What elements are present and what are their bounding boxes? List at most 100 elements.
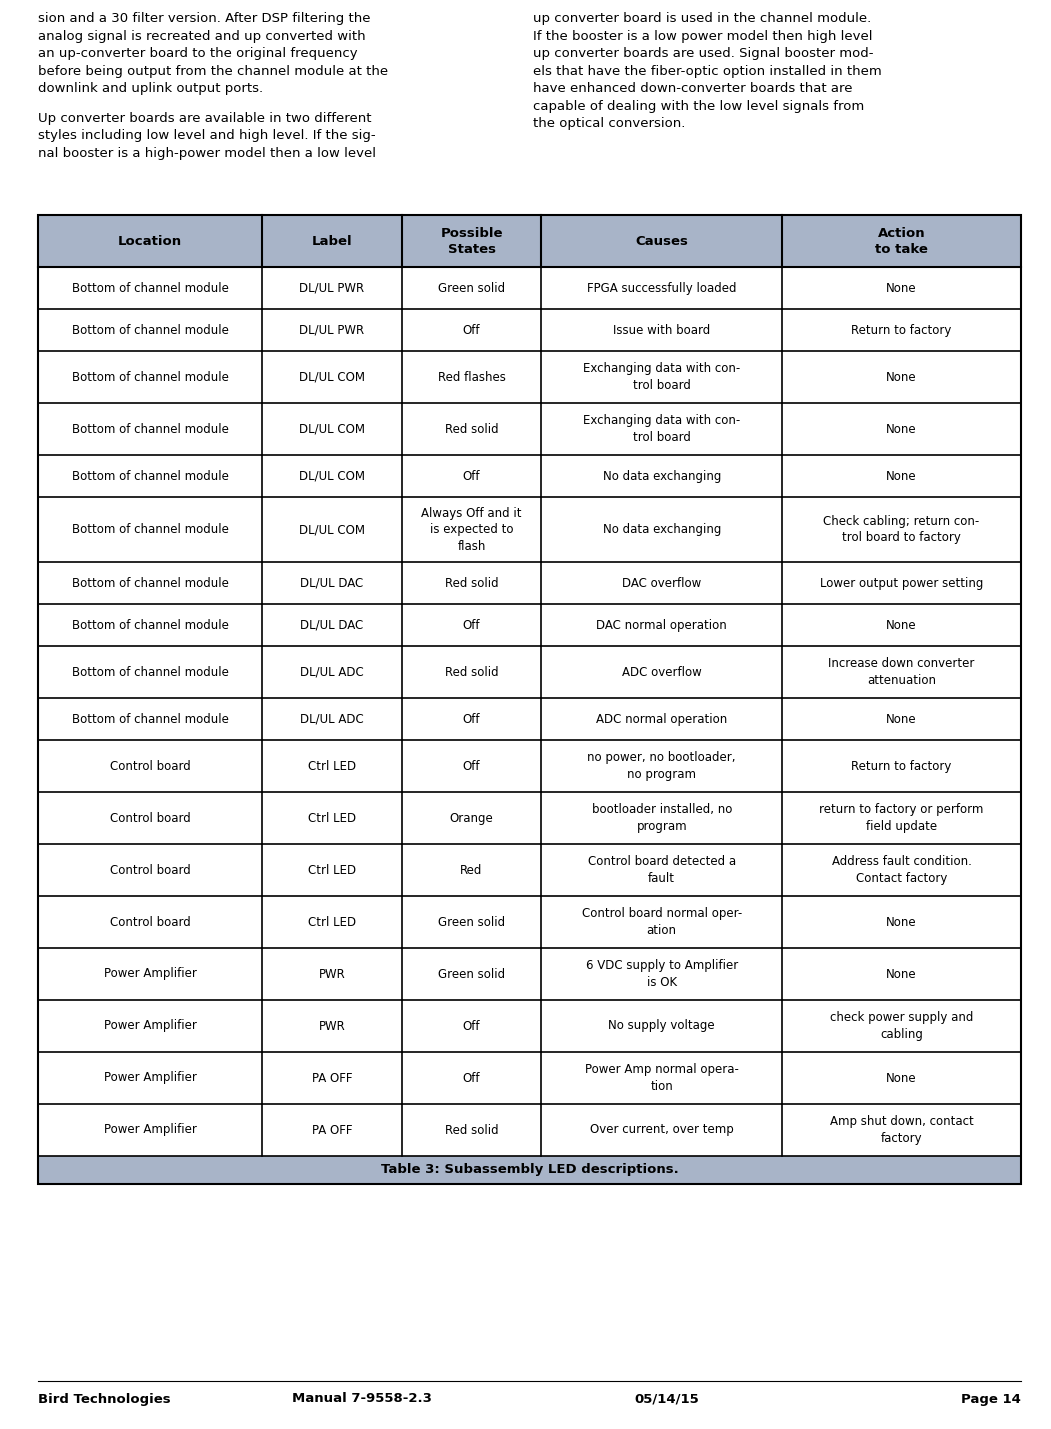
Text: Control board: Control board [109, 916, 190, 929]
Text: Power Amplifier: Power Amplifier [104, 967, 197, 980]
Bar [38, 896, 1021, 947]
Text: Green solid: Green solid [438, 282, 506, 294]
Text: None: None [886, 713, 916, 726]
Text: Red: Red [460, 863, 482, 876]
Text: None: None [886, 423, 916, 436]
Text: Bottom of channel module: Bottom of channel module [71, 666, 228, 679]
Text: DL/UL COM: DL/UL COM [298, 523, 365, 536]
Text: DAC overflow: DAC overflow [622, 576, 701, 590]
Text: have enhanced down-converter boards that are: have enhanced down-converter boards that… [533, 81, 852, 94]
Text: PWR: PWR [318, 1019, 346, 1033]
Text: Off: Off [462, 759, 480, 773]
Text: Bottom of channel module: Bottom of channel module [71, 576, 228, 590]
Text: DL/UL COM: DL/UL COM [298, 470, 365, 483]
Text: PA OFF: PA OFF [312, 1072, 352, 1085]
Text: Power Amplifier: Power Amplifier [104, 1072, 197, 1085]
Text: None: None [886, 282, 916, 294]
Text: downlink and uplink output ports.: downlink and uplink output ports. [38, 81, 263, 94]
Text: Always Off and it
is expected to
flash: Always Off and it is expected to flash [421, 506, 521, 553]
Text: Up converter boards are available in two different: Up converter boards are available in two… [38, 111, 371, 124]
Bar [38, 792, 1021, 845]
Text: ADC overflow: ADC overflow [622, 666, 702, 679]
Text: styles including low level and high level. If the sig-: styles including low level and high leve… [38, 129, 375, 143]
Bar [38, 562, 1021, 604]
Text: Control board normal oper-
ation: Control board normal oper- ation [581, 907, 742, 937]
Text: No supply voltage: No supply voltage [609, 1019, 715, 1033]
Text: Green solid: Green solid [438, 916, 506, 929]
Bar [38, 1105, 1021, 1156]
Bar [38, 309, 1021, 352]
Text: Red solid: Red solid [445, 423, 498, 436]
Text: DL/UL DAC: DL/UL DAC [301, 576, 364, 590]
Text: None: None [886, 916, 916, 929]
Text: Orange: Orange [450, 812, 493, 825]
Text: Page 14: Page 14 [961, 1392, 1021, 1406]
Text: Label: Label [311, 234, 352, 247]
Text: Power Amplifier: Power Amplifier [104, 1123, 197, 1136]
Text: analog signal is recreated and up converted with: analog signal is recreated and up conver… [38, 30, 366, 43]
Bar [38, 454, 1021, 497]
Text: Ctrl LED: Ctrl LED [308, 863, 356, 876]
Bar [38, 604, 1021, 646]
Text: Off: Off [462, 323, 480, 336]
Bar [38, 267, 1021, 309]
Text: Over current, over temp: Over current, over temp [590, 1123, 734, 1136]
Text: an up-converter board to the original frequency: an up-converter board to the original fr… [38, 47, 357, 60]
Text: Bird Technologies: Bird Technologies [38, 1392, 170, 1406]
Text: Bottom of channel module: Bottom of channel module [71, 323, 228, 336]
Bar [38, 1156, 1021, 1185]
Text: the optical conversion.: the optical conversion. [533, 117, 685, 130]
Text: None: None [886, 619, 916, 632]
Text: DL/UL COM: DL/UL COM [298, 423, 365, 436]
Text: Causes: Causes [635, 234, 688, 247]
Text: Return to factory: Return to factory [851, 323, 952, 336]
Text: Increase down converter
attenuation: Increase down converter attenuation [828, 657, 974, 687]
Text: bootloader installed, no
program: bootloader installed, no program [592, 803, 731, 833]
Bar [38, 697, 1021, 740]
Bar [38, 740, 1021, 792]
Text: check power supply and
cabling: check power supply and cabling [830, 1012, 973, 1040]
Text: None: None [886, 1072, 916, 1085]
Text: Lower output power setting: Lower output power setting [820, 576, 984, 590]
Text: Red solid: Red solid [445, 576, 498, 590]
Text: No data exchanging: No data exchanging [602, 523, 721, 536]
Bar [38, 646, 1021, 697]
Text: Off: Off [462, 713, 480, 726]
Text: Power Amp normal opera-
tion: Power Amp normal opera- tion [584, 1063, 739, 1093]
Text: Manual 7-9558-2.3: Manual 7-9558-2.3 [292, 1392, 432, 1406]
Text: DL/UL ADC: DL/UL ADC [300, 666, 364, 679]
Text: PA OFF: PA OFF [312, 1123, 352, 1136]
Bar [38, 845, 1021, 896]
Text: Bottom of channel module: Bottom of channel module [71, 282, 228, 294]
Text: If the booster is a low power model then high level: If the booster is a low power model then… [533, 30, 872, 43]
Bar [38, 1052, 1021, 1105]
Text: Power Amplifier: Power Amplifier [104, 1019, 197, 1033]
Text: Bottom of channel module: Bottom of channel module [71, 370, 228, 383]
Text: Bottom of channel module: Bottom of channel module [71, 423, 228, 436]
Text: Ctrl LED: Ctrl LED [308, 812, 356, 825]
Text: Possible
States: Possible States [440, 227, 502, 256]
Text: PWR: PWR [318, 967, 346, 980]
Text: no power, no bootloader,
no program: no power, no bootloader, no program [588, 752, 736, 780]
Text: Amp shut down, contact
factory: Amp shut down, contact factory [829, 1115, 973, 1145]
Text: Bottom of channel module: Bottom of channel module [71, 713, 228, 726]
Text: DL/UL DAC: DL/UL DAC [301, 619, 364, 632]
Text: Table 3: Subassembly LED descriptions.: Table 3: Subassembly LED descriptions. [380, 1163, 678, 1176]
Bar [38, 1000, 1021, 1052]
Text: Off: Off [462, 619, 480, 632]
Text: sion and a 30 filter version. After DSP filtering the: sion and a 30 filter version. After DSP … [38, 11, 371, 24]
Text: DL/UL ADC: DL/UL ADC [300, 713, 364, 726]
Text: Ctrl LED: Ctrl LED [308, 916, 356, 929]
Text: Red solid: Red solid [445, 1123, 498, 1136]
Text: Control board: Control board [109, 759, 190, 773]
Text: None: None [886, 967, 916, 980]
Text: DL/UL PWR: DL/UL PWR [300, 323, 365, 336]
Bar [38, 352, 1021, 403]
Text: No data exchanging: No data exchanging [602, 470, 721, 483]
Text: Exchanging data with con-
trol board: Exchanging data with con- trol board [583, 414, 740, 444]
Text: DAC normal operation: DAC normal operation [596, 619, 727, 632]
Text: return to factory or perform
field update: return to factory or perform field updat… [820, 803, 984, 833]
Text: FPGA successfully loaded: FPGA successfully loaded [586, 282, 737, 294]
Text: before being output from the channel module at the: before being output from the channel mod… [38, 64, 388, 77]
Text: Red flashes: Red flashes [437, 370, 506, 383]
